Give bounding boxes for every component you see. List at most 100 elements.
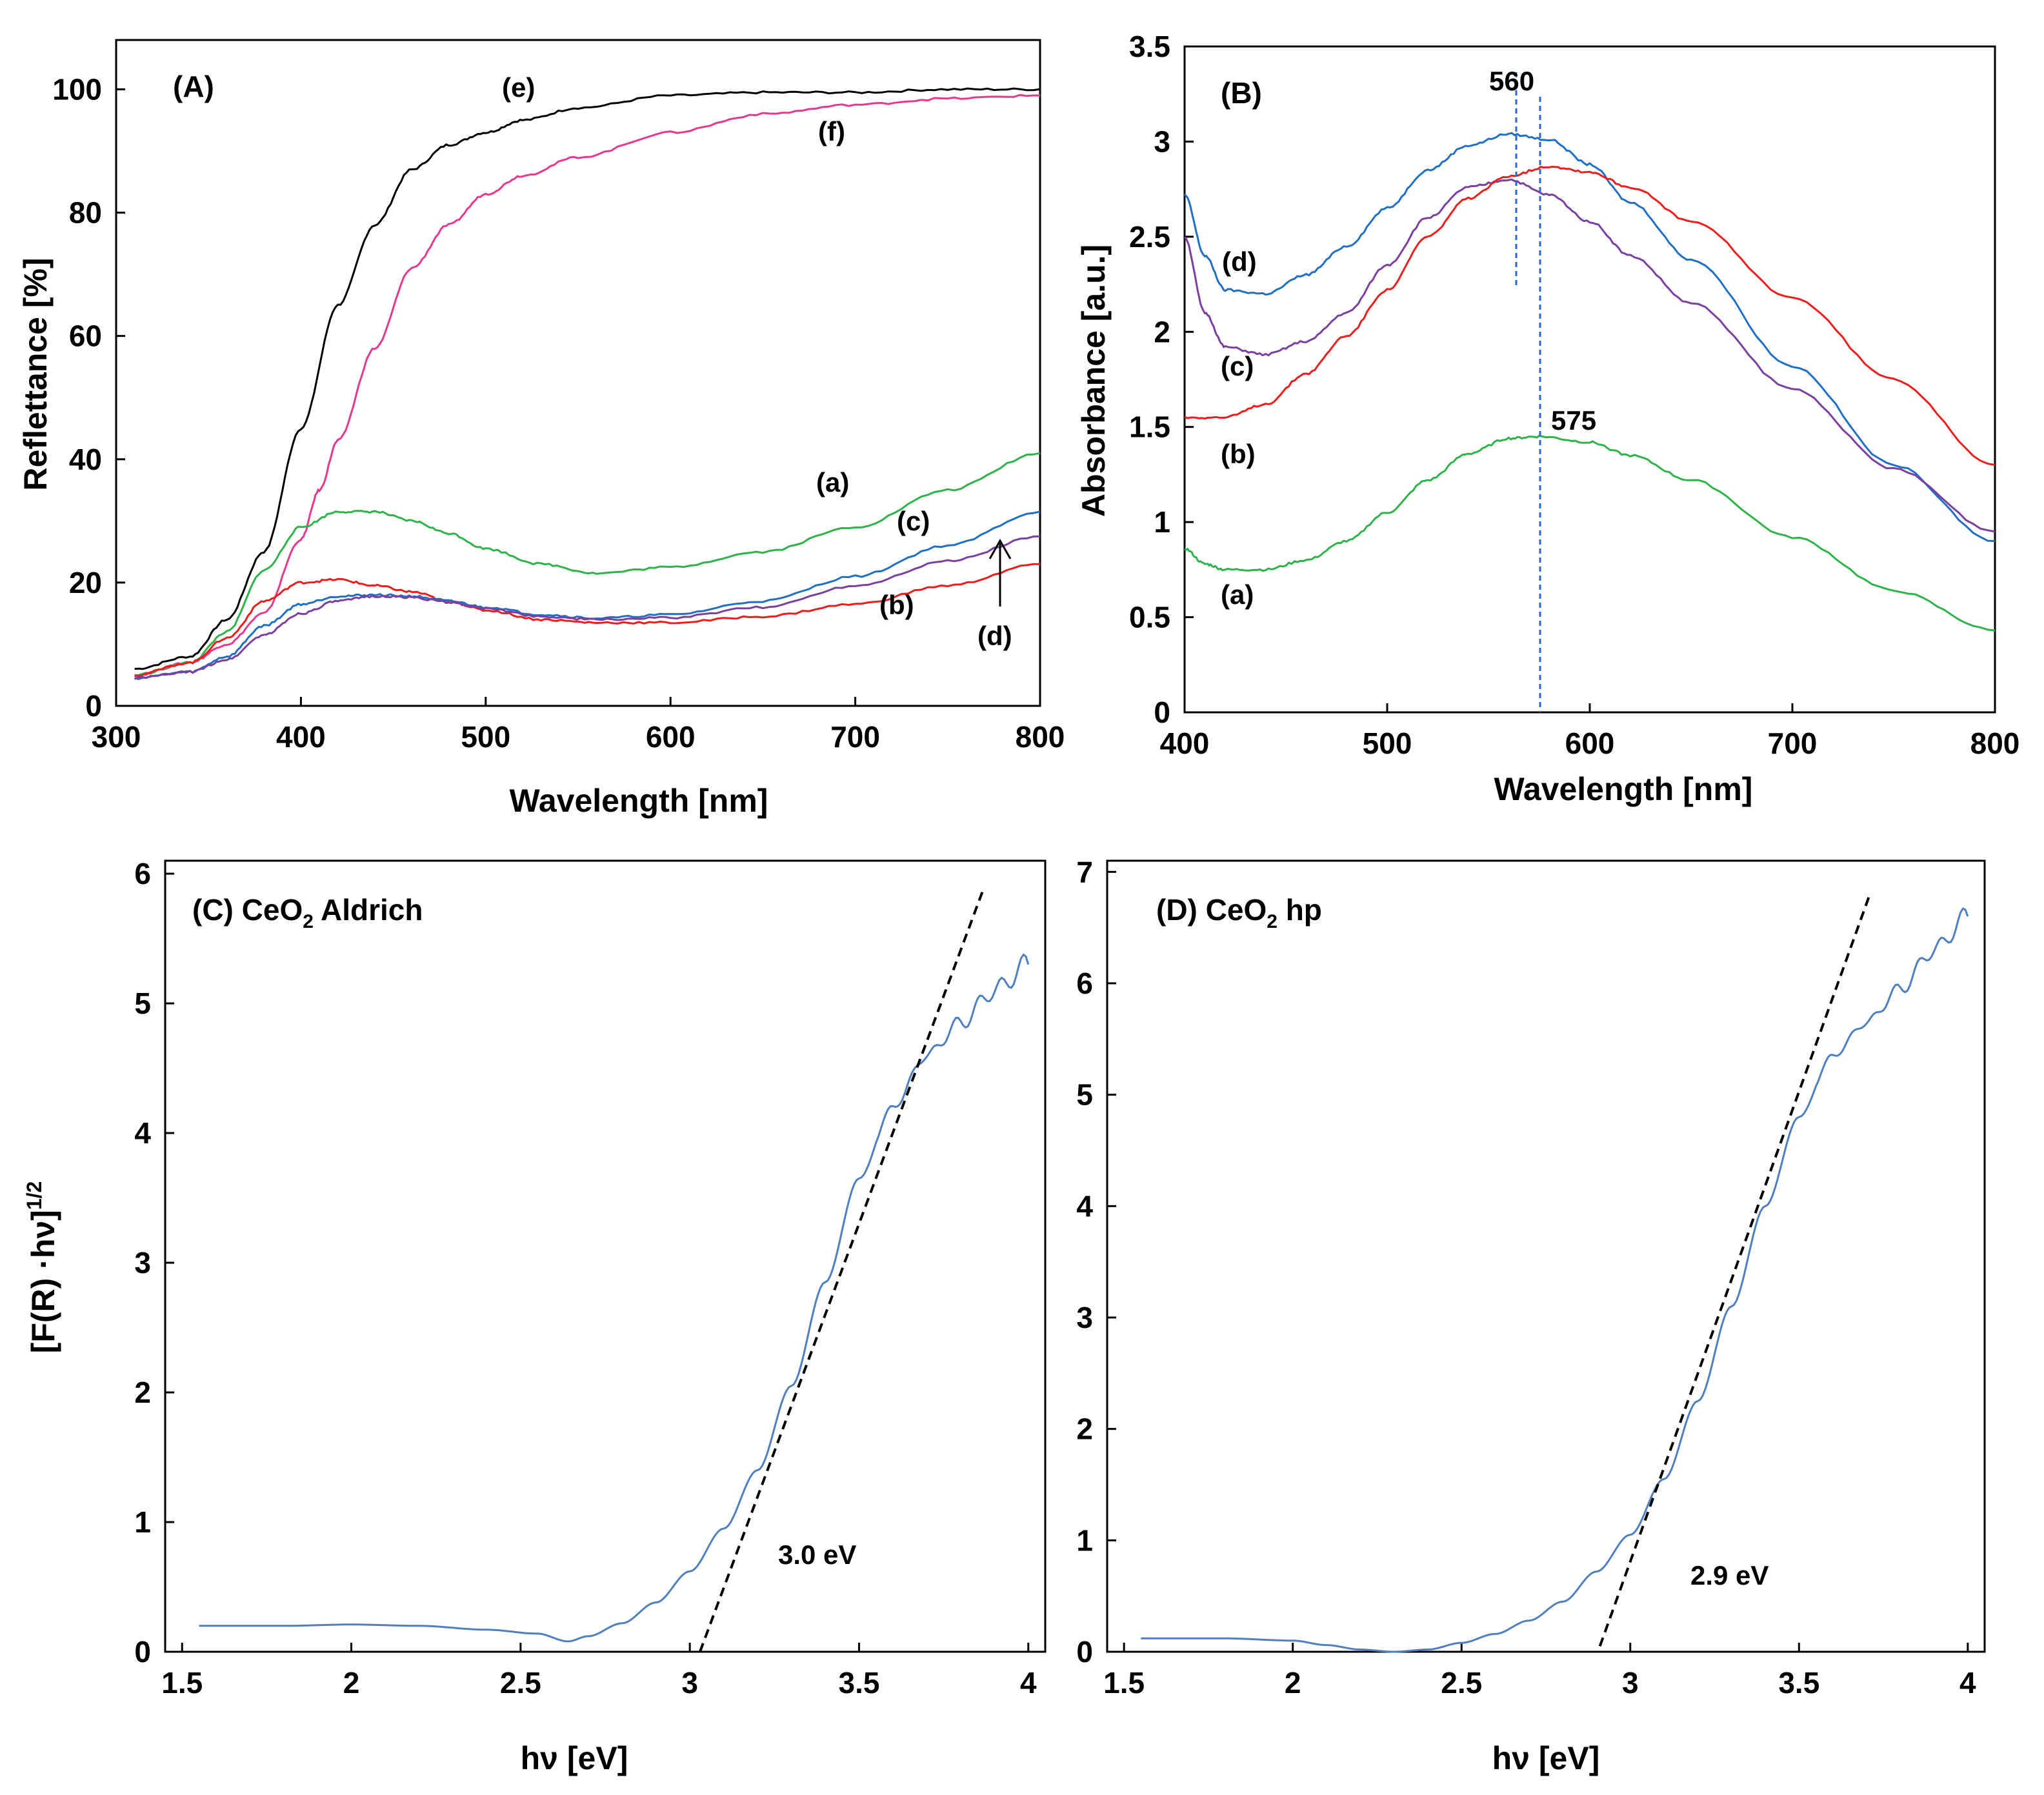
panel-c-title-sub: 2: [303, 911, 314, 932]
panel-d-title-rest: hp: [1278, 893, 1322, 927]
y-tick-label: 1: [1076, 1523, 1093, 1557]
y-tick-label: 0: [1154, 696, 1170, 729]
panel-a: (A) Wavelength [nm] Reflettance [%] 300 4…: [17, 39, 1065, 819]
curve-label-a: (a): [816, 467, 849, 497]
spectrum-line: [199, 953, 1030, 1643]
x-tick-label: 400: [1160, 727, 1210, 760]
x-tick-label: 2.5: [1441, 1666, 1482, 1700]
panel-b-label: (B): [1221, 76, 1262, 110]
y-tick-label: 6: [1076, 967, 1093, 1000]
y-tick-label: 1: [1154, 505, 1170, 539]
arrow-d-head: [988, 538, 1012, 559]
y-tick-label: 1: [134, 1505, 151, 1539]
curve-label-b: (b): [1221, 439, 1256, 469]
y-tick-label: 2.5: [1129, 220, 1170, 254]
x-tick-label: 600: [1565, 727, 1615, 760]
panel-d-frame: [1106, 859, 1986, 1653]
panel-c-ylabel: [F(R) ·hν]1/2: [23, 1181, 61, 1354]
marker-560-label: 560: [1489, 66, 1534, 96]
panel-c-ylabel-main: [F(R) ·hν]: [25, 1210, 61, 1353]
y-tick-label: 60: [69, 319, 102, 353]
y-tick-label: 2: [1076, 1412, 1093, 1446]
y-tick-label: 2: [1154, 315, 1170, 348]
x-tick-label: 300: [92, 720, 141, 754]
series-line-a: [1184, 434, 1996, 632]
spectrum-line: [1141, 907, 1969, 1653]
panel-c-xlabel: hν [eV]: [521, 1740, 628, 1776]
y-tick-label: 5: [134, 987, 151, 1020]
x-tick-label: 800: [1016, 720, 1065, 754]
y-tick-label: 6: [134, 857, 151, 890]
band-gap-label: 3.0 eV: [778, 1539, 856, 1570]
panel-c-title-rest: Aldrich: [314, 893, 423, 927]
panel-d-title-main: (D) CeO: [1156, 893, 1267, 927]
x-tick-label: 800: [1970, 727, 2020, 760]
y-tick-label: 7: [1076, 855, 1093, 888]
y-tick-label: 100: [52, 72, 102, 106]
series-line-c: [1184, 178, 1996, 533]
y-tick-label: 1.5: [1129, 410, 1170, 444]
panel-c-title-main: (C) CeO: [192, 893, 303, 927]
panel-c: (C) CeO2 Aldrich hν [eV] [F(R) ·hν]1/2 1…: [23, 857, 1047, 1776]
y-tick-label: 40: [69, 443, 102, 476]
x-tick-label: 4: [1020, 1666, 1037, 1700]
x-tick-label: 2: [1285, 1666, 1301, 1700]
x-tick-label: 400: [276, 720, 326, 754]
y-tick-label: 4: [134, 1116, 151, 1150]
panel-a-label: (A): [173, 70, 214, 103]
x-tick-label: 3: [681, 1666, 698, 1700]
series-line-d: [1183, 132, 1996, 543]
y-tick-label: 5: [1076, 1078, 1093, 1112]
curve-label-c: (c): [897, 506, 930, 536]
tangent-line: [1598, 894, 1872, 1647]
series-line-b: [1184, 165, 1996, 466]
y-tick-label: 80: [69, 196, 102, 230]
y-tick-label: 0: [1076, 1635, 1093, 1669]
x-tick-label: 1.5: [161, 1666, 203, 1700]
panel-c-frame: [164, 859, 1047, 1653]
x-tick-label: 4: [1959, 1666, 1976, 1700]
curve-label-a: (a): [1221, 579, 1254, 610]
curve-label-f: (f): [818, 116, 845, 146]
panel-b-xlabel: Wavelength [nm]: [1494, 771, 1753, 807]
series-line-d: [134, 535, 1041, 680]
y-tick-label: 0: [85, 689, 102, 723]
tangent-line: [699, 886, 986, 1652]
y-tick-label: 0.5: [1129, 601, 1170, 634]
x-tick-label: 600: [646, 720, 696, 754]
y-tick-label: 4: [1076, 1189, 1093, 1223]
y-tick-label: 0: [134, 1635, 151, 1669]
x-tick-label: 1.5: [1103, 1666, 1145, 1700]
y-tick-label: 3.5: [1129, 30, 1170, 63]
panel-a-frame: [115, 39, 1041, 707]
panel-b-ylabel: Absorbance [a.u.]: [1076, 245, 1112, 517]
y-tick-label: 3: [1154, 125, 1170, 158]
panel-c-ylabel-sup: 1/2: [23, 1181, 46, 1210]
curve-label-d: (d): [977, 621, 1012, 651]
panel-a-ylabel: Reflettance [%]: [17, 257, 54, 490]
x-tick-label: 700: [830, 720, 880, 754]
y-tick-label: 3: [134, 1246, 151, 1279]
panel-c-title: (C) CeO2 Aldrich: [192, 893, 423, 932]
series-line-a: [134, 452, 1041, 677]
panel-d: (D) CeO2 hp hν [eV] 1.5 2 2.5 3 3.5 401234567…: [1076, 855, 1986, 1776]
curve-label-d: (d): [1222, 246, 1257, 277]
y-tick-label: 20: [69, 566, 102, 599]
panel-d-title: (D) CeO2 hp: [1156, 893, 1322, 932]
y-tick-label: 2: [134, 1376, 151, 1409]
curve-label-b: (b): [879, 590, 914, 620]
panel-b: (B) Wavelength [nm] Absorbance [a.u.] 40…: [1076, 30, 2019, 807]
x-tick-label: 2.5: [500, 1666, 541, 1700]
x-tick-label: 3: [1622, 1666, 1639, 1700]
panel-b-frame: [1183, 45, 1996, 714]
panel-d-xlabel: hν [eV]: [1492, 1740, 1600, 1776]
series-line-f: [134, 94, 1041, 677]
panel-a-xlabel: Wavelength [nm]: [510, 783, 768, 819]
x-tick-label: 3.5: [838, 1666, 879, 1700]
x-tick-label: 500: [1363, 727, 1412, 760]
x-tick-label: 2: [343, 1666, 360, 1700]
series-line-e: [134, 87, 1041, 670]
band-gap-label: 2.9 eV: [1690, 1560, 1768, 1590]
panel-d-title-sub: 2: [1267, 911, 1278, 932]
